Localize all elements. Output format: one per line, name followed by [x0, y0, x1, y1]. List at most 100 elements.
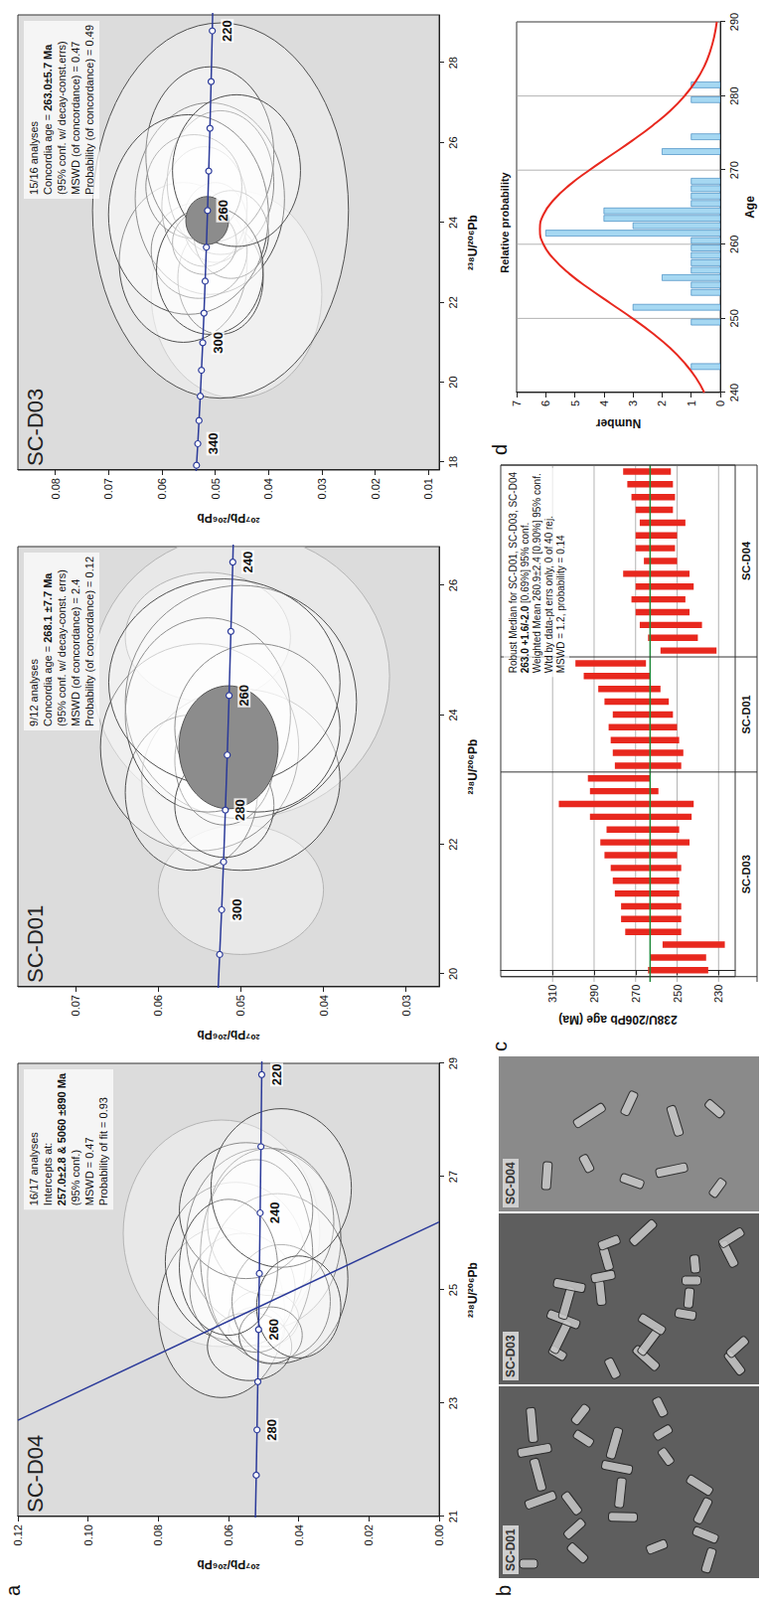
svg-text:²³⁸U/²⁰⁶Pb: ²³⁸U/²⁰⁶Pb [465, 739, 480, 795]
svg-text:300: 300 [229, 899, 245, 921]
svg-text:0.06: 0.06 [222, 1524, 235, 1545]
svg-text:0.07: 0.07 [102, 477, 115, 499]
svg-text:220: 220 [219, 19, 235, 42]
svg-text:230: 230 [712, 984, 725, 1003]
svg-text:29: 29 [447, 1057, 459, 1070]
svg-text:24: 24 [447, 708, 459, 721]
svg-text:(95% conf. w/ decay-const. err: (95% conf. w/ decay-const. errs) [55, 569, 68, 727]
svg-text:20: 20 [447, 375, 459, 388]
svg-text:26: 26 [447, 136, 459, 149]
svg-text:SC-D04: SC-D04 [22, 1434, 48, 1513]
svg-text:0.05: 0.05 [209, 477, 222, 499]
svg-text:240: 240 [728, 383, 741, 402]
svg-text:280: 280 [232, 798, 248, 821]
svg-text:Probability (of concordance) =: Probability (of concordance) = 0.49 [83, 24, 96, 195]
svg-text:Concordia age =: Concordia age = [41, 111, 54, 195]
svg-text:Robust Median for SC-D01, SC-D: Robust Median for SC-D01, SC-D03, SC-D04 [507, 471, 519, 674]
svg-text:220: 220 [269, 1064, 285, 1086]
svg-text:(95% conf.): (95% conf.) [69, 1149, 82, 1206]
svg-text:260: 260 [236, 684, 252, 707]
svg-text:260: 260 [215, 199, 231, 222]
svg-text:21: 21 [447, 1510, 459, 1523]
svg-text:290: 290 [588, 984, 601, 1003]
svg-text:0.04: 0.04 [262, 477, 275, 499]
svg-text:SC-D04: SC-D04 [740, 540, 753, 581]
svg-text:0.03: 0.03 [400, 994, 413, 1016]
svg-text:MSWD = 1.2, probability = 0.14: MSWD = 1.2, probability = 0.14 [555, 534, 567, 673]
svg-text:²⁰⁷Pb/²⁰⁶Pb: ²⁰⁷Pb/²⁰⁶Pb [197, 1556, 261, 1571]
svg-text:260: 260 [728, 235, 741, 254]
svg-text:0.02: 0.02 [362, 1524, 375, 1545]
svg-text:2: 2 [655, 400, 668, 407]
svg-text:16/17 analyses: 16/17 analyses [27, 1131, 40, 1206]
svg-text:26: 26 [447, 579, 459, 592]
svg-text:Probability of fit = 0.93: Probability of fit = 0.93 [97, 1096, 110, 1206]
svg-text:²⁰⁷Pb/²⁰⁶Pb: ²⁰⁷Pb/²⁰⁶Pb [197, 510, 261, 525]
svg-text:27: 27 [447, 1170, 459, 1183]
svg-text:238U/206Pb age (Ma): 238U/206Pb age (Ma) [558, 1012, 677, 1027]
svg-text:0.06: 0.06 [152, 994, 164, 1016]
svg-text:Intercepts at:: Intercepts at: [41, 1142, 54, 1207]
svg-text:250: 250 [671, 984, 684, 1003]
svg-text:²³⁸U/²⁰⁶Pb: ²³⁸U/²⁰⁶Pb [465, 1261, 480, 1318]
svg-text:23: 23 [447, 1396, 459, 1409]
svg-text:[0.69%] 95% conf.: [0.69%] 95% conf. [519, 522, 531, 607]
svg-text:280: 280 [264, 1418, 280, 1441]
svg-text:Relative probability: Relative probability [498, 170, 511, 273]
svg-text:0.12: 0.12 [11, 1524, 24, 1545]
svg-text:310: 310 [546, 984, 559, 1003]
svg-text:270: 270 [629, 984, 642, 1003]
svg-text:250: 250 [728, 308, 741, 327]
svg-text:0.08: 0.08 [152, 1524, 164, 1545]
svg-text:Number: Number [596, 416, 642, 431]
svg-text:0.02: 0.02 [369, 477, 382, 499]
svg-text:MSWD (of concordance) = 0.47: MSWD (of concordance) = 0.47 [69, 41, 82, 195]
svg-text:24: 24 [447, 216, 459, 229]
svg-text:25: 25 [447, 1283, 459, 1296]
svg-text:Wtd by data-pt errs only, 0 of: Wtd by data-pt errs only, 0 of 40 rej. [543, 515, 555, 673]
svg-text:7: 7 [510, 400, 523, 407]
svg-text:263.0±5.7 Ma: 263.0±5.7 Ma [41, 43, 54, 112]
svg-text:240: 240 [240, 551, 256, 574]
svg-text:Concordia age =: Concordia age = [41, 642, 54, 727]
svg-text:257.0±2.8 & 5060 ±890 Ma: 257.0±2.8 & 5060 ±890 Ma [55, 1071, 68, 1206]
svg-text:SC-D03: SC-D03 [22, 388, 48, 466]
svg-text:MSWD = 0.47: MSWD = 0.47 [83, 1136, 96, 1206]
svg-text:300: 300 [210, 331, 226, 354]
svg-text:0.00: 0.00 [433, 1524, 446, 1545]
svg-text:15/16 analyses: 15/16 analyses [27, 120, 40, 194]
svg-text:²³⁸U/²⁰⁶Pb: ²³⁸U/²⁰⁶Pb [465, 214, 480, 271]
svg-text:MSWD (of concordance) = 2.4: MSWD (of concordance) = 2.4 [69, 579, 82, 727]
svg-text:5: 5 [569, 400, 582, 407]
svg-text:3: 3 [626, 400, 639, 407]
svg-text:6: 6 [539, 400, 552, 407]
svg-text:²⁰⁷Pb/²⁰⁶Pb: ²⁰⁷Pb/²⁰⁶Pb [197, 1027, 261, 1042]
svg-text:SC-D01: SC-D01 [740, 694, 753, 734]
svg-text:22: 22 [447, 296, 459, 308]
svg-text:Age: Age [743, 195, 758, 219]
svg-text:SC-D01: SC-D01 [22, 905, 48, 983]
svg-text:0.10: 0.10 [82, 1524, 95, 1545]
svg-text:0.04: 0.04 [317, 994, 330, 1016]
svg-text:0.01: 0.01 [422, 477, 435, 499]
svg-text:290: 290 [728, 12, 741, 31]
svg-text:260: 260 [266, 1318, 282, 1341]
svg-text:22: 22 [447, 838, 459, 851]
svg-text:268.1 ±7.7 Ma: 268.1 ±7.7 Ma [41, 572, 54, 643]
svg-text:240: 240 [267, 1202, 283, 1224]
svg-text:9/12 analyses: 9/12 analyses [27, 658, 40, 727]
svg-text:0.07: 0.07 [69, 994, 82, 1016]
svg-text:0.06: 0.06 [155, 477, 168, 499]
svg-text:SC-D03: SC-D03 [740, 854, 753, 894]
svg-text:0.03: 0.03 [315, 477, 328, 499]
svg-text:1: 1 [685, 400, 698, 407]
svg-text:(95% conf. w/ decay-const.errs: (95% conf. w/ decay-const.errs) [55, 40, 68, 195]
svg-text:0.08: 0.08 [49, 477, 62, 499]
svg-text:0.05: 0.05 [234, 994, 247, 1016]
svg-text:20: 20 [447, 967, 459, 980]
svg-text:270: 270 [728, 160, 741, 179]
svg-text:Probability (of concordance) =: Probability (of concordance) = 0.12 [83, 556, 96, 727]
svg-text:Weighted Mean 260.9±2.4 [0.90%: Weighted Mean 260.9±2.4 [0.90%] 95% conf… [531, 472, 543, 673]
svg-text:263.0 +1.6/-2.0: 263.0 +1.6/-2.0 [519, 605, 531, 673]
svg-text:280: 280 [728, 86, 741, 105]
